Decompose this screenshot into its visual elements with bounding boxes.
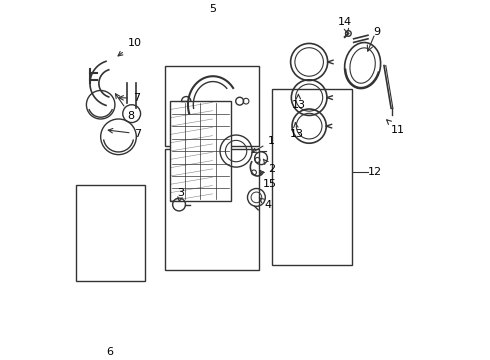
- Text: 13: 13: [292, 94, 305, 110]
- Text: 12: 12: [368, 167, 382, 177]
- Text: 7: 7: [108, 129, 142, 139]
- Bar: [165, 149, 259, 270]
- Text: 1: 1: [252, 136, 275, 153]
- Text: 7: 7: [119, 93, 140, 103]
- Text: 2: 2: [264, 159, 275, 175]
- Text: 14: 14: [338, 17, 352, 33]
- Text: 5: 5: [209, 4, 217, 14]
- Text: 13: 13: [290, 123, 303, 139]
- Text: 10: 10: [118, 38, 142, 56]
- Bar: [76, 185, 145, 281]
- Bar: [170, 101, 231, 201]
- Text: 6: 6: [106, 347, 113, 357]
- Bar: [165, 66, 259, 146]
- Text: 8: 8: [116, 94, 135, 121]
- Text: 15: 15: [260, 170, 277, 189]
- Text: 9: 9: [373, 27, 380, 37]
- Bar: [272, 89, 352, 265]
- Text: 4: 4: [259, 198, 272, 210]
- Text: 11: 11: [387, 120, 405, 135]
- Text: 3: 3: [177, 188, 184, 202]
